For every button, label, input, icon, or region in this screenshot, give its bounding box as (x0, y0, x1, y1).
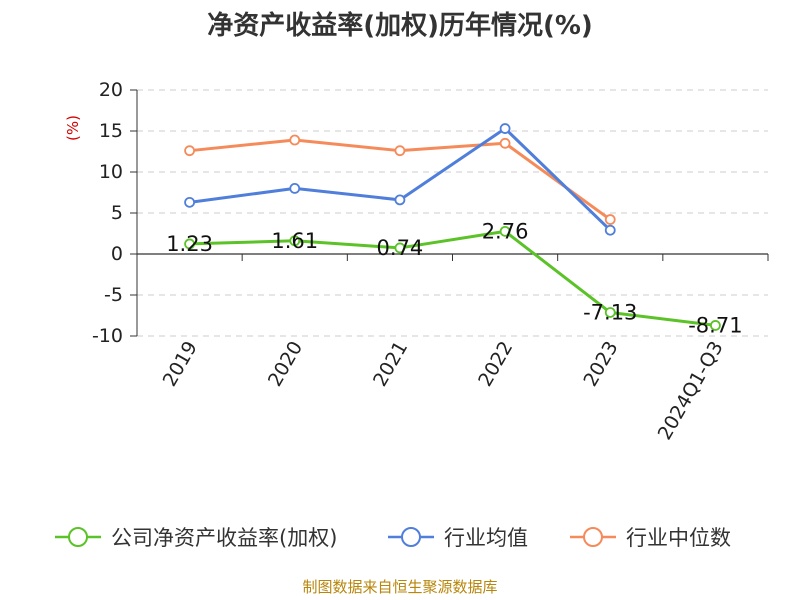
y-tick-label: -10 (92, 325, 123, 347)
data-point (499, 225, 511, 237)
data-point (604, 214, 616, 225)
grid (137, 89, 768, 337)
x-tick-label: 2023 (579, 338, 622, 391)
data-point (604, 224, 616, 236)
data-point (289, 134, 301, 146)
data-point (710, 320, 721, 331)
data-point (184, 145, 195, 157)
data-label: 1.61 (271, 229, 318, 253)
series-line (189, 229, 716, 327)
y-axis-unit: (%) (64, 115, 82, 141)
x-tick-label: 2024Q1-Q3 (654, 338, 728, 444)
legend-label: 行业中位数 (626, 526, 731, 550)
y-tick-label: 20 (99, 79, 123, 101)
legend-marker (401, 527, 421, 547)
legend-marker (68, 527, 88, 547)
data-label: -8.71 (688, 313, 742, 337)
y-tick-label: 0 (111, 243, 123, 265)
y-tick-label: -5 (104, 284, 123, 306)
chart-title: 净资产收益率(加权)历年情况(%) (207, 10, 593, 41)
series (184, 123, 721, 331)
legend-marker (583, 527, 603, 547)
y-tick-label: 5 (111, 202, 123, 224)
y-tick-label: 10 (99, 161, 123, 183)
data-point (604, 307, 616, 318)
y-tick-label: 15 (99, 120, 123, 142)
legend: 公司净资产收益率(加权) 行业均值 行业中位数 (55, 526, 731, 550)
data-point (184, 238, 195, 250)
data-label: 2.76 (482, 219, 529, 243)
data-label: -7.13 (583, 300, 637, 324)
data-point (394, 194, 406, 206)
x-tick-label: 2020 (264, 338, 307, 391)
data-point (394, 145, 406, 157)
data-point (499, 123, 511, 134)
data-point (184, 196, 195, 208)
legend-label: 公司净资产收益率(加权) (111, 526, 337, 550)
legend-label: 行业均值 (444, 526, 528, 550)
data-label: 1.23 (166, 232, 213, 256)
data-point (499, 137, 511, 149)
data-point (289, 235, 301, 247)
x-tick-label: 2019 (159, 338, 202, 391)
data-labels: 1.23 1.61 0.74 2.76 -7.13 -8.71 (166, 219, 742, 337)
data-label: 0.74 (377, 236, 424, 260)
data-point (289, 182, 301, 194)
data-point (394, 242, 406, 254)
x-tick-label: 2022 (474, 338, 517, 391)
x-tick-label: 2021 (369, 338, 412, 391)
axes: 20 15 10 5 0 -5 -10 2019 2020 2021 2022 2023 2024Q1-… (92, 79, 769, 444)
data-source-note: 制图数据来自恒生聚源数据库 (302, 578, 497, 596)
